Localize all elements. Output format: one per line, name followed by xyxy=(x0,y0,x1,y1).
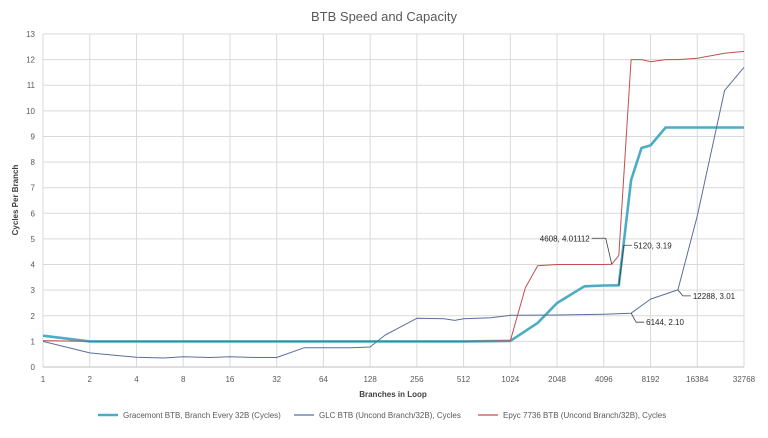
legend-label: Gracemont BTB, Branch Every 32B (Cycles) xyxy=(123,411,281,420)
chart-title: BTB Speed and Capacity xyxy=(311,9,457,24)
y-tick-label: 3 xyxy=(31,286,36,295)
y-tick-label: 1 xyxy=(31,337,36,346)
x-tick-label: 1 xyxy=(41,375,46,384)
x-tick-label: 64 xyxy=(319,375,328,384)
y-tick-label: 7 xyxy=(31,184,36,193)
series-line-3 xyxy=(42,50,745,342)
annotation-label: 4608, 4.01112 xyxy=(540,234,591,243)
y-tick-label: 13 xyxy=(26,30,35,39)
legend: Gracemont BTB, Branch Every 32B (Cycles)… xyxy=(98,411,666,420)
y-tick-label: 10 xyxy=(26,107,35,116)
y-tick-label: 9 xyxy=(31,132,36,141)
x-tick-label: 32 xyxy=(272,375,281,384)
y-tick-label: 12 xyxy=(26,56,35,65)
annotation-leader xyxy=(630,313,645,323)
y-tick-label: 0 xyxy=(31,363,36,372)
x-tick-label: 1024 xyxy=(501,375,519,384)
y-tick-label: 6 xyxy=(31,209,36,218)
annotations: 4608, 4.01112 5120, 3.19 12288, 3.01 6144, … xyxy=(540,234,736,327)
annotation-leader xyxy=(677,289,691,297)
y-tick-label: 11 xyxy=(27,81,36,90)
grid xyxy=(42,33,745,368)
x-tick-label: 32768 xyxy=(733,375,756,384)
y-tick-label: 2 xyxy=(31,312,36,321)
series-line-1 xyxy=(42,126,744,343)
x-tick-label: 512 xyxy=(457,375,471,384)
y-tick-label: 8 xyxy=(31,158,36,167)
x-axis-title: Branches in Loop xyxy=(359,390,427,399)
x-tick-label: 128 xyxy=(363,375,377,384)
x-tick-label: 8192 xyxy=(642,375,660,384)
annotation-label: 5120, 3.19 xyxy=(634,241,672,250)
y-tick-label: 5 xyxy=(31,235,36,244)
x-tick-label: 256 xyxy=(410,375,424,384)
series-line-2 xyxy=(42,66,745,359)
annotation-label: 6144, 2.10 xyxy=(646,318,684,327)
x-tick-label: 2 xyxy=(88,375,93,384)
legend-label: GLC BTB (Uncond Branch/32B), Cycles xyxy=(319,411,461,420)
x-tick-label: 4096 xyxy=(595,375,613,384)
annotation-leader xyxy=(591,237,613,265)
x-tick-label: 16 xyxy=(225,375,234,384)
x-tick-label: 4 xyxy=(134,375,139,384)
y-tick-label: 4 xyxy=(31,261,36,270)
annotation-label: 12288, 3.01 xyxy=(693,292,736,301)
x-tick-label: 8 xyxy=(181,375,186,384)
x-tick-label: 16384 xyxy=(686,375,709,384)
series-lines xyxy=(42,50,745,359)
legend-label: Epyc 7736 BTB (Uncond Branch/32B), Cycle… xyxy=(503,411,666,420)
x-tick-label: 2048 xyxy=(548,375,566,384)
annotation-leader xyxy=(618,244,632,286)
y-axis-title: Cycles Per Branch xyxy=(11,165,20,236)
